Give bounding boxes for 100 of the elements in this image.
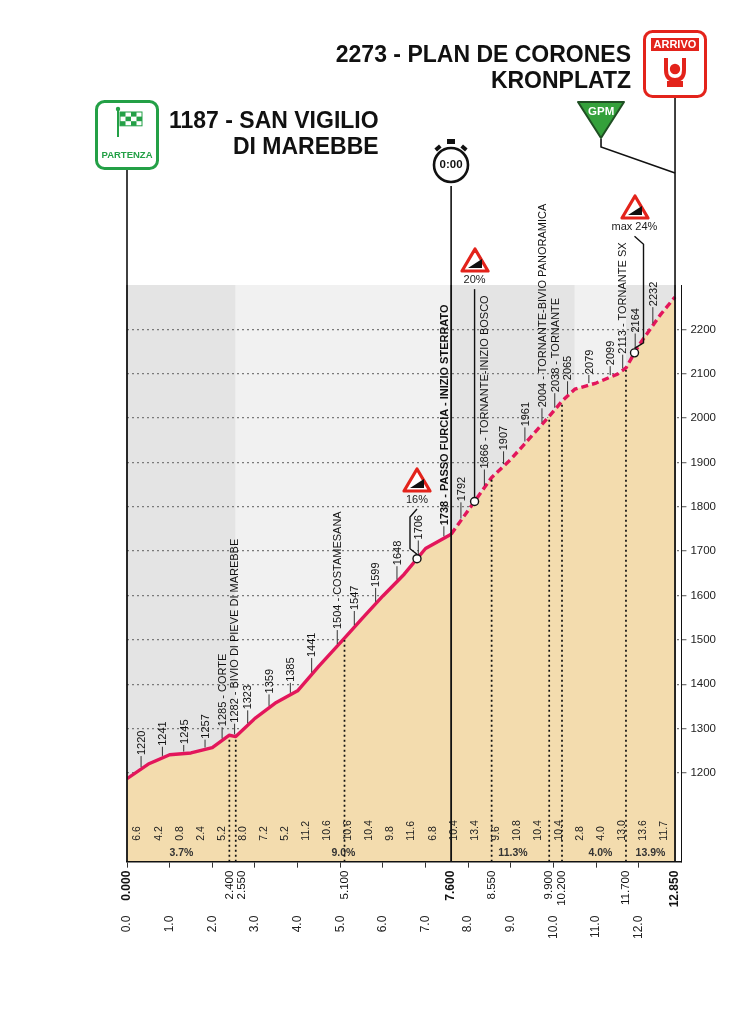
data-label: 2113 - TORNANTE SX [616, 241, 629, 354]
ref-line-label: 12.850 [667, 870, 682, 908]
y-tick-label: 1600 [690, 588, 717, 601]
x-tick-label: 0.0 [119, 915, 134, 933]
data-label: 1220 [134, 730, 147, 756]
band-label: 11.3% [498, 845, 529, 858]
x-tick-label: 2.0 [204, 915, 219, 933]
annotation: 13.0 [615, 820, 628, 841]
data-label: 2099 [603, 340, 616, 366]
data-label: 1792 [454, 476, 467, 502]
data-label: 1648 [390, 540, 403, 566]
y-tick-label: 2200 [690, 322, 717, 335]
ref-line-label: 9.900 [542, 870, 555, 900]
x-tick-label: 7.0 [417, 915, 432, 933]
annotation: 6.6 [130, 825, 143, 841]
data-label: 1738 - PASSO FURCIA - INIZIO STERRATO [437, 304, 450, 526]
data-label: 1323 [241, 684, 254, 710]
data-label: 2232 [646, 281, 659, 307]
x-tick-label: 8.0 [460, 915, 475, 933]
annotation: 4.0 [594, 825, 607, 841]
data-label: 1245 [177, 719, 190, 744]
text: 0:00 [439, 158, 463, 171]
y-tick-label: 2100 [690, 366, 717, 379]
annotation: 20% [463, 273, 486, 286]
annotation: 10.4 [551, 820, 564, 841]
x-tick-label: 3.0 [247, 915, 262, 933]
annotation: 4.2 [151, 825, 164, 841]
annotation: 9.8 [383, 825, 396, 841]
data-label: 2004 - TORNANTE-BIVIO PANORAMICA [535, 203, 548, 408]
annotation: 10.4 [362, 820, 375, 841]
annotation: 10.6 [320, 820, 333, 841]
annotation: 8.0 [235, 825, 248, 841]
x-tick-label: 10.0 [545, 915, 560, 939]
data-label: 1285 - CORTE [215, 653, 228, 727]
annotation: 0.8 [172, 825, 185, 841]
annotation: 11.6 [404, 820, 417, 841]
ref-line-label: 7.600 [443, 870, 458, 901]
data-label: 1441 [305, 632, 318, 658]
ref-line-label: 0.000 [119, 870, 134, 901]
annotation: 13.4 [467, 820, 480, 841]
annotation: max 24% [611, 220, 658, 233]
band-label: 4.0% [588, 845, 614, 858]
data-label: 1504 - COSTAMESANA [331, 510, 344, 630]
ref-line-label: 8.550 [484, 870, 497, 900]
text: 1187 - SAN VIGILIO DI MAREBBE [168, 107, 379, 159]
annotation: 5.2 [214, 825, 227, 841]
y-tick-label: 1400 [690, 677, 717, 690]
annotation: 10.4 [530, 820, 543, 841]
y-tick-label: 1300 [690, 721, 717, 734]
data-label: 1866 - TORNANTE-INIZIO BOSCO [478, 294, 491, 469]
y-tick-label: 1200 [690, 766, 717, 779]
ref-line-label: 11.700 [619, 870, 632, 905]
data-label: 2038 - TORNANTE [548, 297, 561, 393]
annotation: 11.7 [657, 820, 670, 841]
annotation: 10.6 [341, 820, 354, 841]
annotation: 11.2 [299, 820, 312, 841]
annotation: 10.8 [509, 820, 522, 841]
band-label: 9.0% [331, 845, 357, 858]
data-label: 2065 [561, 355, 574, 381]
y-tick-label: 1500 [690, 633, 717, 646]
data-label: 1359 [262, 668, 275, 694]
text: ARRIVO [650, 38, 700, 51]
y-tick-label: 2000 [690, 411, 717, 424]
data-label: 1547 [348, 585, 361, 611]
data-label: 1282 - BIVIO DI PIEVE DI MAREBBE [228, 538, 241, 723]
x-tick-label: 6.0 [375, 915, 390, 933]
x-tick-label: 9.0 [503, 915, 518, 933]
annotation: 16% [406, 493, 429, 505]
data-label: 1961 [518, 401, 531, 427]
down-triangle-icon: GPM [577, 101, 625, 139]
data-label: 2164 [628, 308, 641, 333]
band-label: 3.7% [169, 845, 194, 858]
annotation: 2.8 [573, 825, 586, 841]
annotation: 6.8 [425, 825, 438, 841]
x-tick-label: 1.0 [161, 915, 176, 933]
data-label: 1241 [156, 721, 169, 746]
ref-line-label: 2.400 [222, 870, 235, 900]
y-tick-label: 1700 [690, 544, 717, 557]
data-label: 1599 [369, 562, 382, 587]
y-tick-label: 1800 [690, 499, 717, 512]
ref-line-label: 5.100 [337, 870, 350, 900]
annotation: 13.6 [636, 820, 649, 841]
x-tick-label: 4.0 [289, 915, 304, 933]
data-label: 1385 [284, 657, 297, 682]
annotation: 5.2 [277, 825, 290, 841]
band-label: 13.9% [635, 845, 667, 858]
annotation: 2.4 [193, 825, 206, 841]
ref-line-label: 10.200 [555, 870, 568, 906]
data-label: 1257 [198, 714, 211, 739]
text: PARTENZA [101, 149, 153, 160]
annotation: 7.2 [256, 825, 269, 841]
x-tick-label: 12.0 [631, 915, 646, 939]
ref-line-label: 2.550 [234, 870, 247, 900]
data-label: 2079 [582, 349, 595, 375]
x-tick-label: 11.0 [588, 915, 603, 939]
data-label: 1907 [497, 425, 510, 451]
y-tick-label: 1900 [690, 455, 717, 468]
x-tick-label: 5.0 [332, 915, 347, 933]
data-label: 1706 [412, 515, 425, 540]
annotation: 9.6 [488, 825, 501, 841]
